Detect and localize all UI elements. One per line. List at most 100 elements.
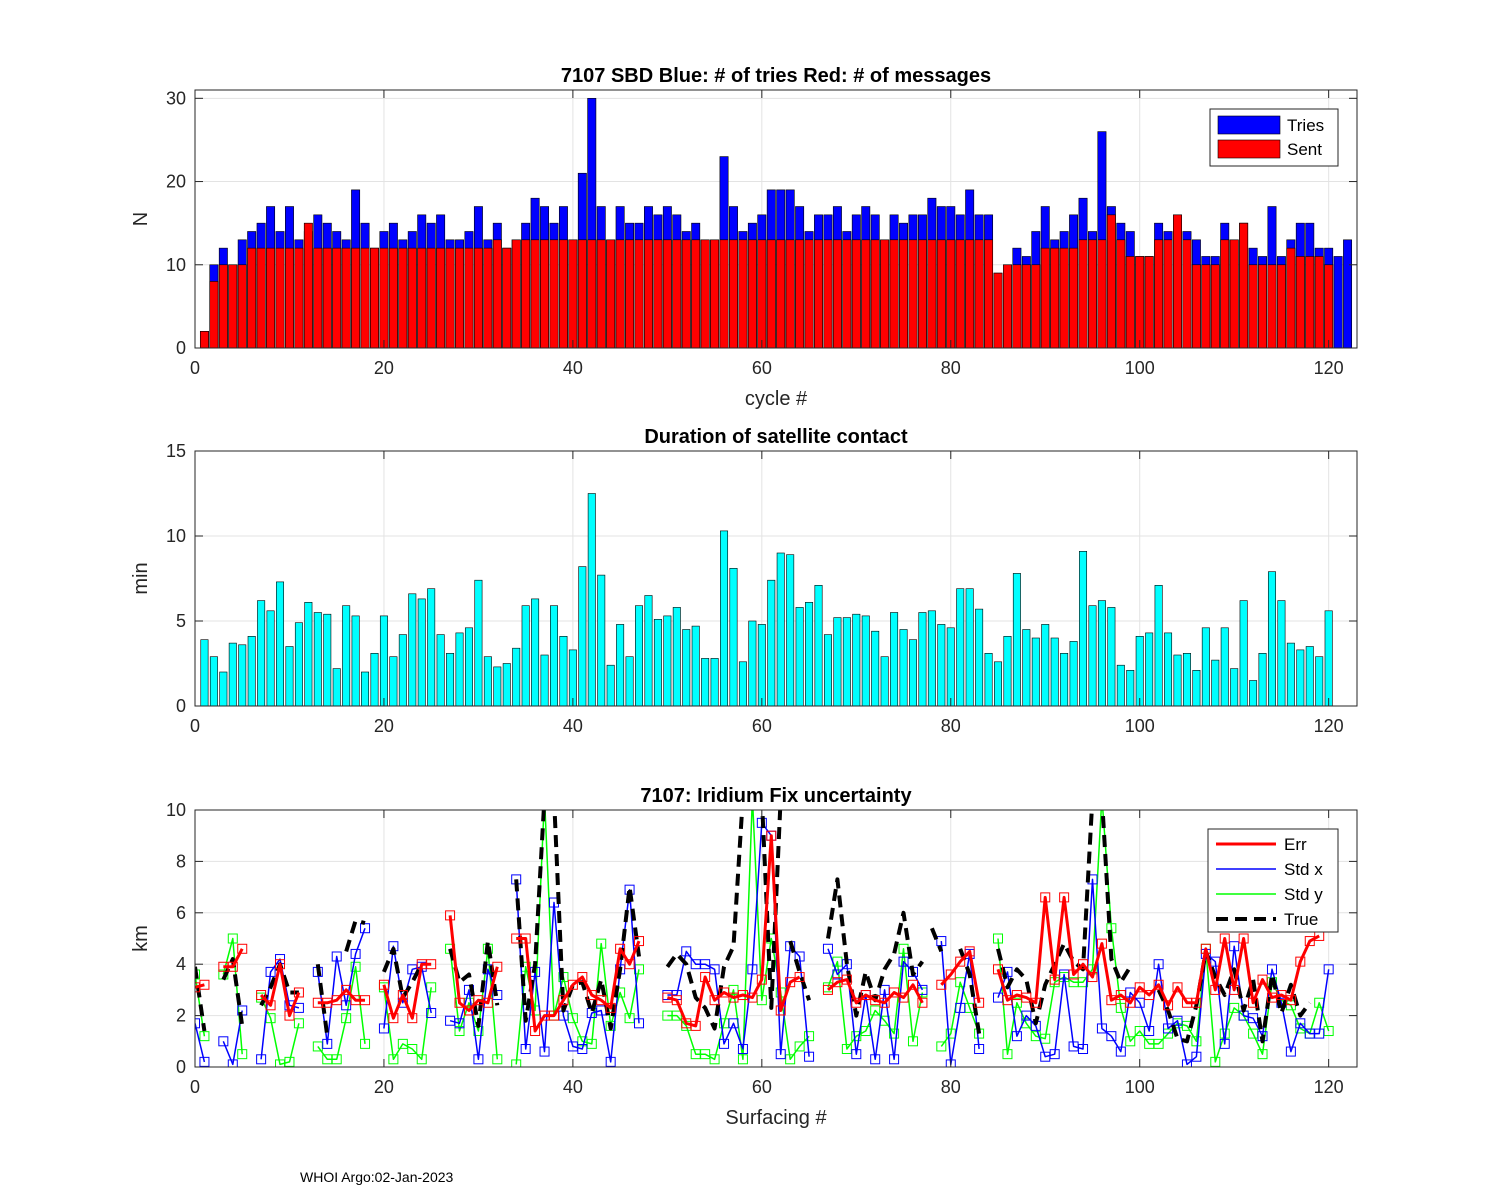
- x-tick-label: 20: [374, 1077, 394, 1097]
- duration-bar: [833, 617, 842, 707]
- duration-bar: [531, 598, 540, 707]
- x-tick-label: 80: [941, 716, 961, 736]
- sent-bar: [899, 239, 908, 349]
- sent-bar: [568, 239, 578, 349]
- err-marker: [1068, 969, 1079, 980]
- sent-bar: [1097, 239, 1107, 349]
- duration-bar: [568, 649, 577, 707]
- std-x-marker: [1153, 959, 1164, 970]
- err-marker: [331, 995, 342, 1006]
- err-marker: [605, 1002, 616, 1013]
- std-x-line: [222, 1010, 243, 1066]
- sent-bar: [625, 239, 635, 349]
- sent-bar: [1286, 247, 1296, 349]
- duration-bar: [918, 612, 927, 707]
- duration-bar: [965, 588, 974, 707]
- std-x-marker: [898, 956, 909, 967]
- duration-bar: [436, 634, 445, 707]
- std-y-marker: [596, 938, 607, 949]
- std-x-marker: [350, 948, 361, 959]
- sent-bar: [1125, 256, 1135, 349]
- duration-bar: [474, 579, 483, 707]
- sent-bar: [1059, 247, 1069, 349]
- duration-bar: [644, 595, 653, 707]
- duration-bar: [1258, 652, 1267, 707]
- duration-bar: [823, 634, 832, 707]
- sent-bar: [927, 239, 937, 349]
- std-x-marker: [832, 969, 843, 980]
- err-marker: [397, 990, 408, 1001]
- sent-bar: [407, 247, 417, 349]
- sent-bar: [596, 239, 606, 349]
- err-marker: [265, 1000, 276, 1011]
- std-y-marker: [624, 1013, 635, 1024]
- err-marker: [1049, 974, 1060, 985]
- duration-bar: [1012, 573, 1021, 707]
- err-line: [382, 962, 432, 1020]
- std-y-marker: [993, 933, 1004, 944]
- y-tick-label: 30: [166, 88, 186, 108]
- std-x-marker: [426, 1008, 437, 1019]
- sent-bar: [747, 239, 757, 349]
- duration-bar: [871, 630, 880, 707]
- err-line: [259, 962, 301, 1018]
- err-marker: [237, 943, 248, 954]
- sent-bar: [984, 239, 994, 349]
- sent-bar: [814, 239, 823, 349]
- sent-bar: [587, 239, 597, 349]
- sent-bar: [946, 239, 956, 349]
- plot-area: [195, 90, 1357, 348]
- sent-bar: [218, 264, 228, 349]
- duration-bar: [786, 554, 795, 707]
- err-marker: [558, 995, 569, 1006]
- err-marker: [1304, 936, 1315, 947]
- std-y-marker: [293, 1018, 304, 1029]
- duration-bar: [370, 652, 379, 707]
- duration-bar: [502, 663, 511, 707]
- duration-bar: [238, 644, 247, 707]
- err-marker: [898, 992, 909, 1003]
- err-marker: [964, 946, 975, 957]
- duration-bar: [1267, 571, 1276, 707]
- std-x-marker: [1314, 1028, 1325, 1039]
- std-x-marker: [728, 1018, 739, 1029]
- duration-bar: [379, 615, 388, 707]
- std-y-marker: [284, 1056, 295, 1067]
- std-y-marker: [860, 1026, 871, 1037]
- duration-bar: [464, 627, 473, 707]
- sent-bar: [1040, 247, 1050, 349]
- std-y-marker: [360, 1038, 371, 1049]
- legend-swatch-sent: [1217, 139, 1281, 159]
- sent-bar: [445, 247, 455, 349]
- x-tick-label: 0: [190, 716, 200, 736]
- legend-label-std-x: Std x: [1284, 860, 1323, 879]
- sent-bar: [332, 247, 342, 349]
- duration-bar: [1201, 627, 1210, 707]
- sent-bar: [785, 239, 795, 349]
- std-y-line: [260, 997, 300, 1066]
- std-x-marker: [1049, 1049, 1060, 1060]
- duration-bar: [701, 658, 710, 707]
- duration-bar: [720, 530, 729, 707]
- std-x-line: [383, 945, 432, 1029]
- err-marker: [860, 990, 871, 1001]
- err-marker: [463, 1005, 474, 1016]
- sent-bar: [492, 239, 502, 349]
- sent-bar: [455, 247, 464, 349]
- sent-bar: [700, 239, 710, 349]
- std-x-marker: [218, 1036, 229, 1047]
- duration-bar: [625, 656, 634, 707]
- std-x-line: [195, 1023, 206, 1063]
- legend-box: [1207, 828, 1339, 933]
- err-marker: [775, 1005, 786, 1016]
- sent-bar: [351, 247, 361, 349]
- err-marker: [841, 974, 852, 985]
- std-y-marker: [341, 1013, 352, 1024]
- err-marker: [690, 1020, 701, 1031]
- duration-bar: [672, 607, 681, 707]
- sent-bar: [644, 239, 653, 349]
- std-y-marker: [794, 1041, 805, 1052]
- duration-bar: [899, 629, 908, 707]
- err-marker: [889, 987, 900, 998]
